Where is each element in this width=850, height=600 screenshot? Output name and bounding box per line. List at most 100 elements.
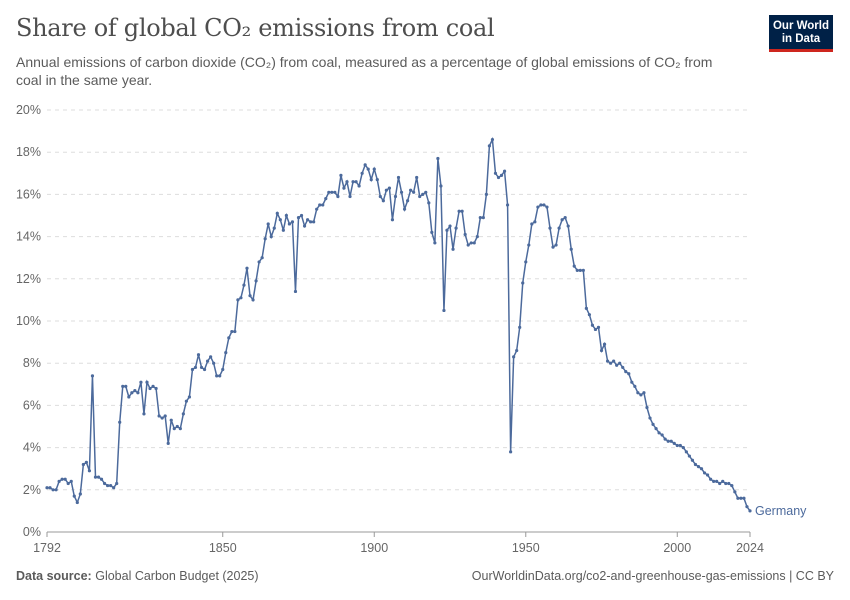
data-point — [187, 395, 192, 399]
data-point — [709, 477, 713, 481]
data-point — [160, 416, 164, 420]
data-point — [230, 329, 234, 334]
data-point — [81, 462, 85, 467]
data-point — [269, 235, 273, 239]
data-point — [636, 391, 640, 395]
data-point — [287, 222, 292, 226]
data-point — [527, 243, 531, 247]
data-point — [451, 247, 455, 251]
data-point — [239, 296, 243, 300]
data-point — [254, 279, 258, 283]
data-point — [669, 439, 673, 443]
data-point — [75, 500, 79, 505]
y-tick-label: 4% — [23, 441, 41, 455]
owid-logo[interactable]: Our World in Data — [769, 15, 833, 52]
data-point — [490, 137, 495, 142]
data-point — [496, 175, 501, 180]
data-point — [602, 342, 607, 346]
data-point — [739, 496, 743, 500]
data-point — [557, 226, 561, 230]
data-point — [154, 386, 158, 391]
data-point — [430, 230, 434, 234]
data-point — [57, 479, 61, 483]
data-point — [184, 399, 188, 403]
data-point — [378, 194, 382, 199]
data-point — [139, 380, 143, 384]
data-source: Data source: Global Carbon Budget (2025) — [16, 569, 259, 583]
data-point — [102, 481, 107, 486]
data-point — [724, 481, 728, 486]
data-point — [327, 190, 331, 194]
data-point — [472, 241, 476, 245]
data-point — [681, 446, 685, 450]
data-point — [145, 380, 149, 384]
data-point — [342, 186, 346, 190]
data-point — [190, 367, 195, 372]
data-point — [293, 289, 298, 294]
data-point — [421, 192, 425, 196]
data-point — [624, 370, 628, 374]
data-point — [439, 184, 443, 188]
data-point — [221, 367, 225, 372]
data-point — [96, 475, 101, 479]
data-point — [721, 479, 725, 483]
data-point — [299, 213, 304, 218]
data-point — [51, 488, 55, 492]
data-point — [460, 209, 464, 213]
x-tick-label: 1850 — [209, 541, 237, 555]
data-point — [148, 386, 152, 391]
data-point — [381, 199, 385, 203]
data-point — [648, 416, 652, 420]
data-point — [487, 144, 492, 148]
y-tick-label: 0% — [23, 525, 41, 539]
data-source-link[interactable]: Global Carbon Budget (2025) — [95, 569, 259, 583]
data-point — [599, 348, 604, 353]
y-tick-label: 8% — [23, 356, 41, 370]
data-point — [290, 220, 295, 224]
data-point — [109, 483, 113, 488]
data-point — [54, 488, 58, 492]
data-point — [281, 228, 285, 232]
chart-subtitle: Annual emissions of carbon dioxide (CO₂)… — [16, 54, 713, 88]
data-point — [493, 171, 498, 175]
data-point — [424, 190, 428, 194]
data-point — [415, 175, 419, 180]
chart-title: Share of global CO₂ emissions from coal — [16, 14, 495, 42]
data-point — [384, 188, 388, 192]
data-point — [312, 220, 316, 224]
data-point — [209, 355, 213, 359]
data-point — [445, 228, 449, 232]
data-point — [630, 380, 634, 384]
data-point — [175, 424, 179, 429]
data-point — [633, 384, 637, 389]
data-point — [248, 294, 252, 298]
data-point — [499, 173, 504, 178]
data-point — [481, 216, 485, 220]
y-tick-label: 10% — [16, 314, 41, 328]
series-line-germany — [47, 136, 751, 512]
line-chart: 0% 2% 4% 6% 8% 10% 12% 14% 16% 18% 20% 1792 1850 1900… — [16, 103, 807, 555]
data-point — [166, 441, 170, 445]
data-point — [202, 367, 207, 372]
data-point — [560, 218, 564, 222]
data-point — [275, 211, 279, 215]
data-point — [233, 329, 237, 334]
data-point — [309, 220, 313, 224]
data-point — [690, 458, 695, 462]
y-tick-label: 16% — [16, 187, 41, 201]
data-point — [133, 389, 137, 393]
data-point — [360, 171, 364, 175]
data-point — [545, 205, 549, 209]
data-point — [672, 441, 676, 445]
data-point — [745, 505, 749, 509]
data-point — [705, 473, 710, 477]
data-point — [454, 226, 458, 230]
data-point — [302, 224, 307, 228]
footer-url[interactable]: OurWorldinData.org/co2-and-greenhouse-ga… — [471, 569, 834, 583]
data-point — [142, 412, 146, 416]
data-point — [318, 203, 322, 207]
data-point — [533, 220, 537, 224]
data-point — [339, 173, 343, 178]
data-point — [505, 203, 510, 207]
data-point — [524, 260, 528, 264]
